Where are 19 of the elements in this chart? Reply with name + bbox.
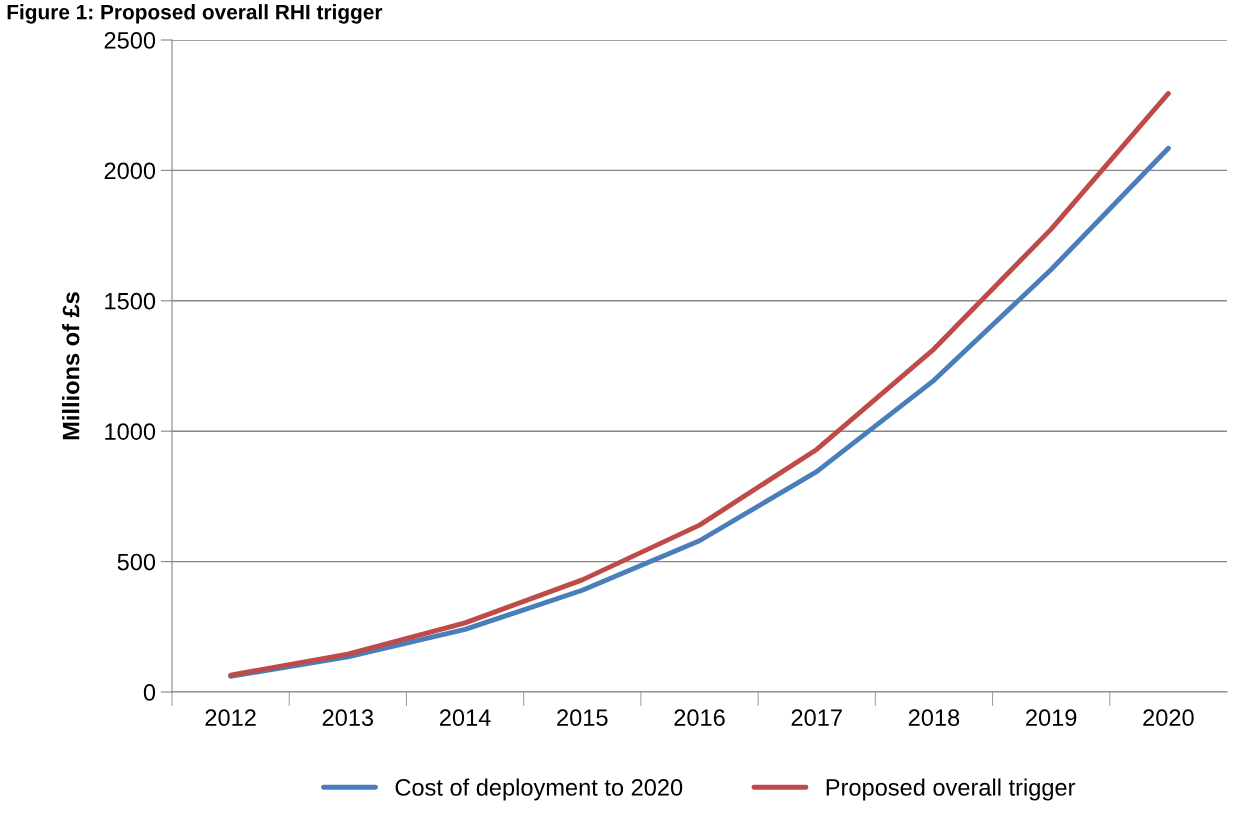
y-tick-label: 0: [143, 684, 156, 701]
legend-label: Proposed overall trigger: [826, 778, 1076, 801]
x-tick-label: 2017: [791, 709, 842, 727]
x-tick-label: 2015: [557, 709, 608, 727]
x-tick-label: 2012: [205, 709, 256, 727]
y-tick-label: 1000: [105, 423, 156, 440]
x-tick-label: 2014: [439, 709, 491, 727]
x-tick-label: 2016: [674, 709, 725, 727]
y-tick-label: 1500: [105, 292, 156, 310]
x-tick-label: 2013: [322, 709, 374, 727]
y-axis-title: Millions of £s: [62, 292, 80, 440]
chart-title: Figure 1: Proposed overall RHI trigger: [7, 4, 383, 24]
y-tick-label: 2000: [104, 162, 156, 180]
y-tick-label: 500: [117, 553, 156, 571]
x-tick-label: 2020: [1143, 709, 1194, 727]
legend-label: Cost of deployment to 2020: [395, 778, 683, 801]
y-tick-label: 2500: [104, 32, 156, 49]
x-tick-label: 2019: [1026, 709, 1077, 727]
x-tick-label: 2018: [908, 709, 960, 727]
